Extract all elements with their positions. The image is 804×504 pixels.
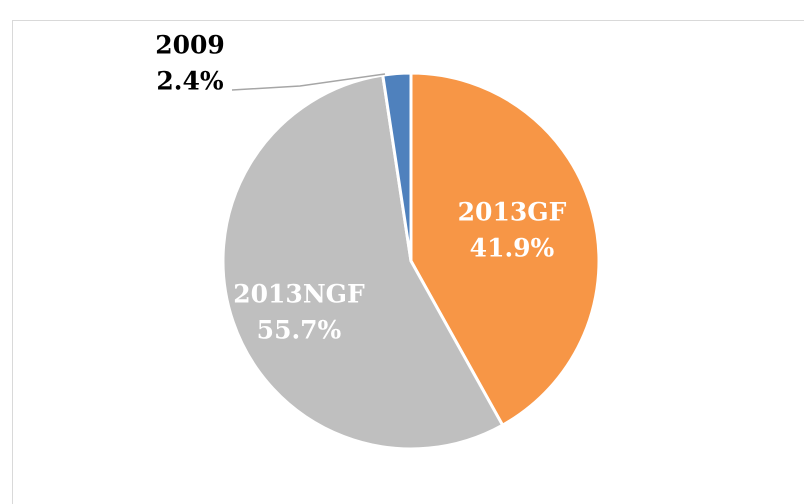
- data-label-category: 2013NGF: [233, 280, 365, 309]
- data-label-category: 2013GF: [458, 198, 567, 227]
- data-label-value: 41.9%: [470, 234, 555, 263]
- data-label-value: 55.7%: [257, 316, 342, 345]
- pie-slice: [381, 71, 413, 263]
- data-label-value: 2.4%: [156, 67, 223, 96]
- pie-slice: [409, 71, 601, 427]
- pie-slice: [221, 73, 505, 451]
- leader-line: [231, 73, 386, 91]
- data-label-category: 2009: [155, 31, 225, 60]
